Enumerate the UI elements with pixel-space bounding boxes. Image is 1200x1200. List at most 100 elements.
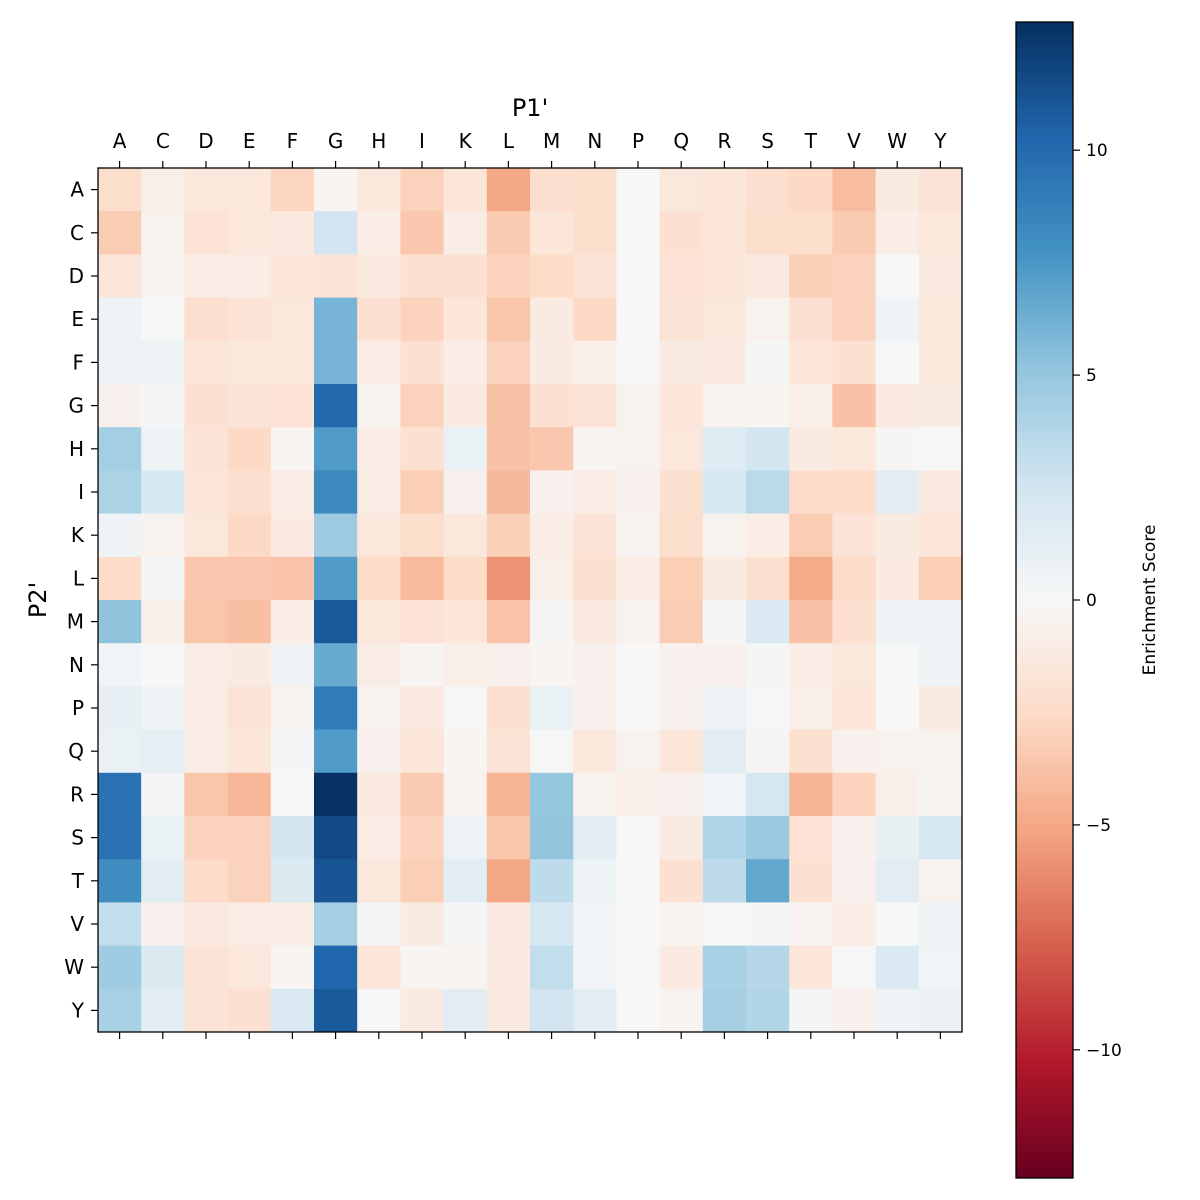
heatmap-cell xyxy=(702,816,747,860)
heatmap-cell xyxy=(314,384,358,428)
heatmap-cell xyxy=(573,340,617,385)
heatmap-cell xyxy=(918,384,963,428)
heatmap-cell xyxy=(357,384,401,428)
heatmap-cell xyxy=(875,686,920,731)
heatmap-cell xyxy=(486,297,531,342)
heatmap-cell xyxy=(141,988,185,1033)
colorbar-tick-label: 10 xyxy=(1086,141,1108,161)
heatmap-cell xyxy=(789,168,833,212)
heatmap-cell xyxy=(832,340,877,385)
heatmap-cell xyxy=(227,211,272,255)
heatmap-cell xyxy=(875,556,920,601)
heatmap-cell xyxy=(530,427,574,471)
y-tick-label: Y xyxy=(71,998,85,1022)
heatmap-cell xyxy=(789,772,833,817)
colorbar-tick-label: −5 xyxy=(1086,816,1111,836)
heatmap-cell xyxy=(270,988,315,1033)
heatmap-cell xyxy=(616,729,661,774)
heatmap-cell xyxy=(270,859,315,903)
heatmap-cell xyxy=(443,513,488,558)
heatmap-cell xyxy=(746,902,790,947)
heatmap-cell xyxy=(702,902,747,947)
heatmap-cell xyxy=(875,859,920,903)
colorbar-tick-label: 5 xyxy=(1086,366,1097,386)
heatmap-cell xyxy=(443,384,488,428)
heatmap-cell xyxy=(227,859,272,903)
heatmap-cell xyxy=(616,945,661,990)
heatmap-cell xyxy=(746,297,790,342)
heatmap-cell xyxy=(659,902,704,947)
heatmap-cell xyxy=(832,297,877,342)
heatmap-cell xyxy=(702,254,747,299)
y-tick-label: F xyxy=(72,350,84,374)
heatmap-cell xyxy=(746,168,790,212)
heatmap-cell xyxy=(746,643,790,687)
heatmap-cell xyxy=(702,513,747,558)
heatmap-cell xyxy=(832,643,877,687)
heatmap-cell xyxy=(746,859,790,903)
heatmap-cell xyxy=(400,859,445,903)
heatmap-cell xyxy=(832,988,877,1033)
heatmap-cell xyxy=(616,859,661,903)
heatmap-cell xyxy=(443,816,488,860)
heatmap-cell xyxy=(789,600,833,644)
heatmap-cell xyxy=(184,772,229,817)
heatmap-cell xyxy=(616,556,661,601)
heatmap-cell xyxy=(400,427,445,471)
heatmap-cell xyxy=(486,470,531,515)
heatmap-cell xyxy=(832,556,877,601)
x-tick-label: H xyxy=(371,129,386,153)
heatmap-cell xyxy=(832,686,877,731)
heatmap-cell xyxy=(875,513,920,558)
heatmap-cell xyxy=(530,686,574,731)
x-tick-label: A xyxy=(113,129,127,153)
heatmap-cell xyxy=(357,513,401,558)
heatmap-cell xyxy=(573,772,617,817)
heatmap-cell xyxy=(98,902,142,947)
heatmap-cell xyxy=(443,340,488,385)
heatmap-cell xyxy=(98,168,142,212)
heatmap-cell xyxy=(486,427,531,471)
colorbar-tick-label: 0 xyxy=(1086,591,1097,611)
heatmap-cell xyxy=(875,297,920,342)
heatmap-cell xyxy=(400,729,445,774)
heatmap-cell xyxy=(530,600,574,644)
x-tick-label: S xyxy=(761,129,774,153)
heatmap-cell xyxy=(702,988,747,1033)
heatmap-cell xyxy=(141,340,185,385)
x-tick-label: Q xyxy=(673,129,689,153)
heatmap-cell xyxy=(486,816,531,860)
heatmap-cell xyxy=(400,772,445,817)
heatmap-cell xyxy=(616,340,661,385)
heatmap-cell xyxy=(832,902,877,947)
heatmap-cell xyxy=(530,902,574,947)
heatmap-cell xyxy=(141,600,185,644)
heatmap-cell xyxy=(530,729,574,774)
heatmap-cell xyxy=(357,729,401,774)
heatmap-cell xyxy=(141,513,185,558)
heatmap-cell xyxy=(141,859,185,903)
heatmap-cell xyxy=(184,470,229,515)
heatmap-cell xyxy=(530,254,574,299)
heatmap-cell xyxy=(530,340,574,385)
heatmap-cell xyxy=(443,168,488,212)
heatmap-cell xyxy=(573,902,617,947)
heatmap-cell xyxy=(832,384,877,428)
heatmap-cell xyxy=(573,384,617,428)
heatmap-cell xyxy=(184,902,229,947)
heatmap-cell xyxy=(141,254,185,299)
heatmap-cell xyxy=(746,211,790,255)
heatmap-cell xyxy=(530,556,574,601)
heatmap-cell xyxy=(832,513,877,558)
heatmap-cell xyxy=(357,945,401,990)
heatmap-cell xyxy=(702,772,747,817)
heatmap-cell xyxy=(875,643,920,687)
heatmap-cell xyxy=(918,297,963,342)
heatmap-cell xyxy=(184,600,229,644)
heatmap-cell xyxy=(789,686,833,731)
heatmap-cell xyxy=(184,686,229,731)
heatmap-cell xyxy=(443,427,488,471)
heatmap-cell xyxy=(443,297,488,342)
heatmap-cell xyxy=(486,772,531,817)
heatmap-cell xyxy=(357,211,401,255)
